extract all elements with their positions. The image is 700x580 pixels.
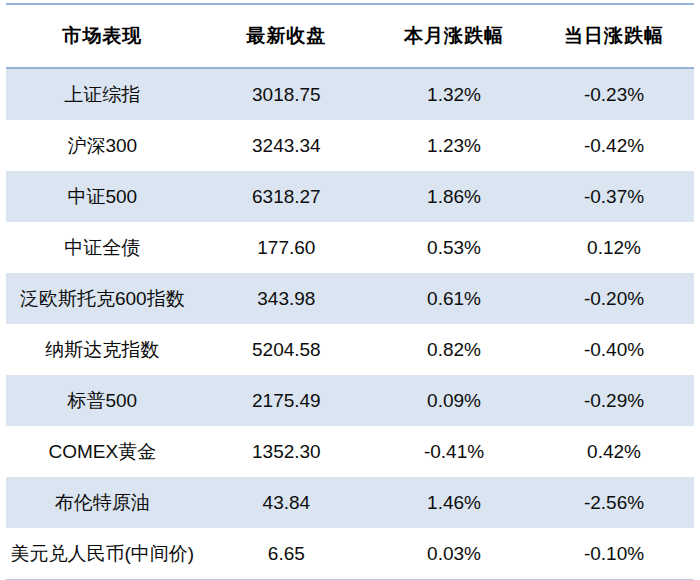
cell-monthly-change: 1.46% bbox=[374, 477, 534, 528]
cell-latest-close: 3018.75 bbox=[199, 68, 374, 120]
cell-market-name: 沪深300 bbox=[6, 120, 199, 171]
cell-market-name: 上证综指 bbox=[6, 68, 199, 120]
column-header-market: 市场表现 bbox=[6, 5, 199, 68]
cell-daily-change: -0.42% bbox=[534, 120, 694, 171]
table-body: 上证综指3018.751.32%-0.23%沪深3003243.341.23%-… bbox=[6, 68, 694, 579]
cell-monthly-change: 0.09% bbox=[374, 375, 534, 426]
column-header-monthly-change: 本月涨跌幅 bbox=[374, 5, 534, 68]
cell-daily-change: -0.37% bbox=[534, 171, 694, 222]
cell-market-name: 布伦特原油 bbox=[6, 477, 199, 528]
market-performance-page: 市场表现 最新收盘 本月涨跌幅 当日涨跌幅 上证综指3018.751.32%-0… bbox=[0, 0, 700, 580]
column-header-latest-close: 最新收盘 bbox=[199, 5, 374, 68]
column-header-daily-change: 当日涨跌幅 bbox=[534, 5, 694, 68]
cell-latest-close: 6.65 bbox=[199, 528, 374, 579]
table-row: 中证全债177.600.53%0.12% bbox=[6, 222, 694, 273]
cell-monthly-change: 0.03% bbox=[374, 528, 534, 579]
cell-monthly-change: 1.86% bbox=[374, 171, 534, 222]
header-row: 市场表现 最新收盘 本月涨跌幅 当日涨跌幅 bbox=[6, 5, 694, 68]
cell-daily-change: -0.20% bbox=[534, 273, 694, 324]
cell-latest-close: 2175.49 bbox=[199, 375, 374, 426]
table-row: 中证5006318.271.86%-0.37% bbox=[6, 171, 694, 222]
table-row: 标普5002175.490.09%-0.29% bbox=[6, 375, 694, 426]
table-row: 纳斯达克指数5204.580.82%-0.40% bbox=[6, 324, 694, 375]
cell-daily-change: -0.23% bbox=[534, 68, 694, 120]
cell-market-name: 中证500 bbox=[6, 171, 199, 222]
table-row: COMEX黄金1352.30-0.41%0.42% bbox=[6, 426, 694, 477]
cell-latest-close: 1352.30 bbox=[199, 426, 374, 477]
cell-latest-close: 43.84 bbox=[199, 477, 374, 528]
cell-market-name: COMEX黄金 bbox=[6, 426, 199, 477]
table-row: 上证综指3018.751.32%-0.23% bbox=[6, 68, 694, 120]
cell-daily-change: 0.42% bbox=[534, 426, 694, 477]
cell-monthly-change: 0.82% bbox=[374, 324, 534, 375]
cell-latest-close: 5204.58 bbox=[199, 324, 374, 375]
cell-market-name: 标普500 bbox=[6, 375, 199, 426]
cell-daily-change: 0.12% bbox=[534, 222, 694, 273]
table-row: 布伦特原油43.841.46%-2.56% bbox=[6, 477, 694, 528]
table-header: 市场表现 最新收盘 本月涨跌幅 当日涨跌幅 bbox=[6, 5, 694, 68]
cell-daily-change: -0.40% bbox=[534, 324, 694, 375]
cell-monthly-change: 0.53% bbox=[374, 222, 534, 273]
cell-latest-close: 3243.34 bbox=[199, 120, 374, 171]
table-row: 泛欧斯托克600指数343.980.61%-0.20% bbox=[6, 273, 694, 324]
cell-monthly-change: 1.23% bbox=[374, 120, 534, 171]
cell-latest-close: 343.98 bbox=[199, 273, 374, 324]
cell-monthly-change: 1.32% bbox=[374, 68, 534, 120]
cell-monthly-change: 0.61% bbox=[374, 273, 534, 324]
market-performance-table-container: 市场表现 最新收盘 本月涨跌幅 当日涨跌幅 上证综指3018.751.32%-0… bbox=[6, 3, 694, 580]
cell-latest-close: 177.60 bbox=[199, 222, 374, 273]
cell-latest-close: 6318.27 bbox=[199, 171, 374, 222]
cell-daily-change: -0.29% bbox=[534, 375, 694, 426]
cell-market-name: 纳斯达克指数 bbox=[6, 324, 199, 375]
market-performance-table: 市场表现 最新收盘 本月涨跌幅 当日涨跌幅 上证综指3018.751.32%-0… bbox=[6, 5, 694, 579]
table-row: 沪深3003243.341.23%-0.42% bbox=[6, 120, 694, 171]
cell-daily-change: -2.56% bbox=[534, 477, 694, 528]
cell-market-name: 美元兑人民币(中间价) bbox=[6, 528, 199, 579]
cell-market-name: 泛欧斯托克600指数 bbox=[6, 273, 199, 324]
table-row: 美元兑人民币(中间价)6.650.03%-0.10% bbox=[6, 528, 694, 579]
cell-daily-change: -0.10% bbox=[534, 528, 694, 579]
cell-market-name: 中证全债 bbox=[6, 222, 199, 273]
cell-monthly-change: -0.41% bbox=[374, 426, 534, 477]
